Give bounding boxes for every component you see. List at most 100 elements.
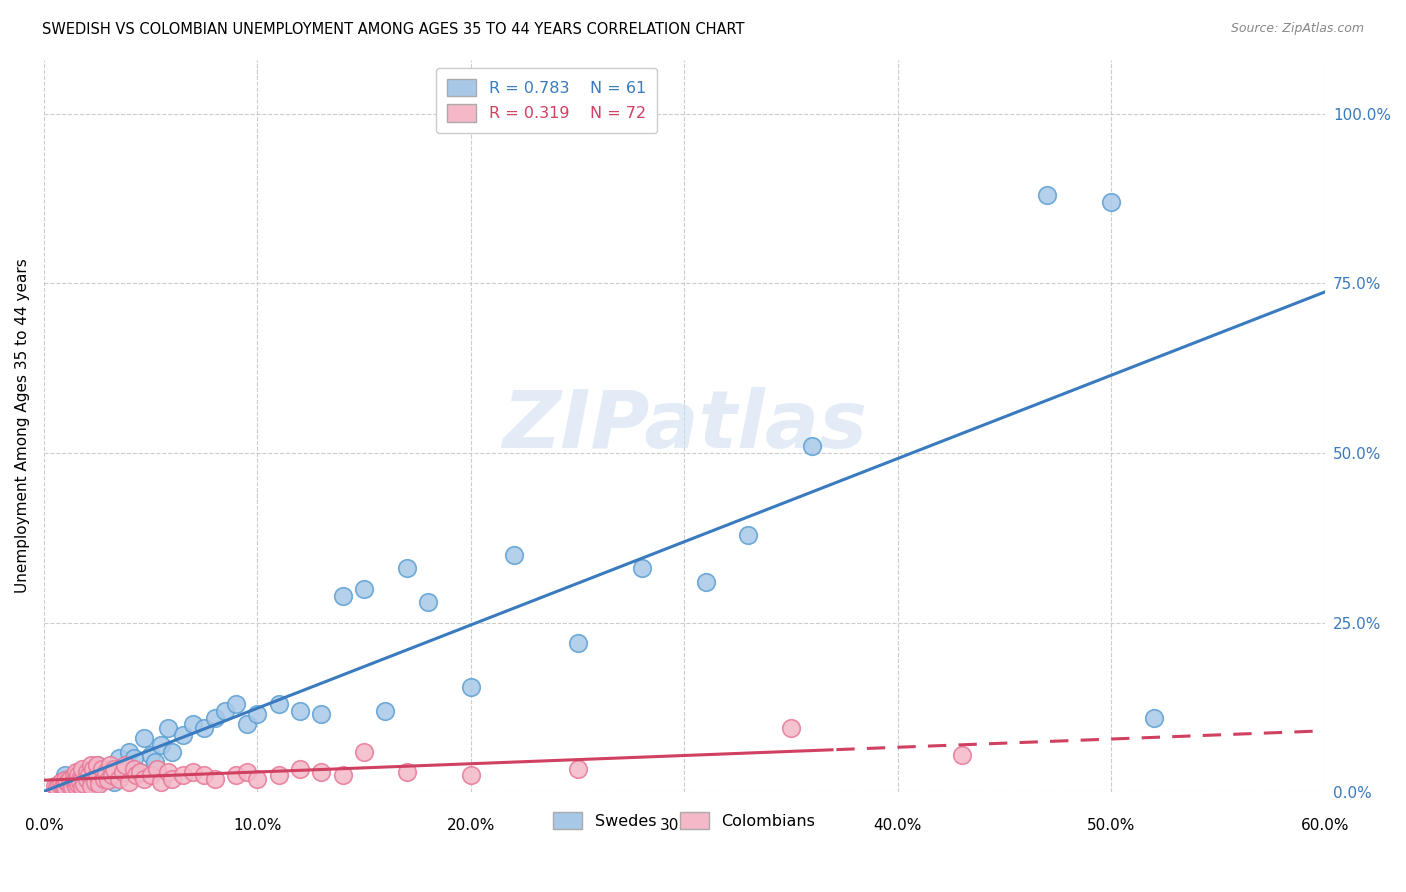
Point bbox=[160, 745, 183, 759]
Point bbox=[82, 764, 104, 779]
Point bbox=[374, 704, 396, 718]
Point bbox=[214, 704, 236, 718]
Text: 10.0%: 10.0% bbox=[233, 818, 281, 833]
Point bbox=[62, 768, 84, 782]
Point bbox=[73, 777, 96, 791]
Point bbox=[172, 728, 194, 742]
Point bbox=[53, 775, 76, 789]
Point bbox=[156, 764, 179, 779]
Point bbox=[395, 561, 418, 575]
Point bbox=[62, 775, 84, 789]
Point bbox=[950, 747, 973, 762]
Text: 50.0%: 50.0% bbox=[1087, 818, 1136, 833]
Point bbox=[1036, 188, 1059, 202]
Point bbox=[93, 772, 115, 786]
Point bbox=[332, 768, 354, 782]
Point bbox=[58, 772, 80, 786]
Point bbox=[567, 762, 589, 776]
Point bbox=[118, 745, 141, 759]
Point bbox=[780, 721, 803, 735]
Point bbox=[65, 764, 87, 779]
Point bbox=[56, 775, 79, 789]
Point bbox=[630, 561, 652, 575]
Point bbox=[129, 764, 152, 779]
Point bbox=[94, 764, 117, 779]
Point bbox=[150, 738, 173, 752]
Point bbox=[67, 768, 90, 782]
Point bbox=[124, 768, 146, 782]
Point bbox=[80, 779, 103, 793]
Point bbox=[225, 697, 247, 711]
Point bbox=[103, 775, 125, 789]
Point bbox=[225, 768, 247, 782]
Point bbox=[460, 680, 482, 694]
Text: SWEDISH VS COLOMBIAN UNEMPLOYMENT AMONG AGES 35 TO 44 YEARS CORRELATION CHART: SWEDISH VS COLOMBIAN UNEMPLOYMENT AMONG … bbox=[42, 22, 745, 37]
Point bbox=[288, 704, 311, 718]
Point bbox=[98, 758, 121, 772]
Text: ZIPatlas: ZIPatlas bbox=[502, 387, 866, 465]
Point bbox=[134, 772, 156, 786]
Point bbox=[107, 751, 129, 765]
Point bbox=[45, 780, 67, 794]
Point bbox=[311, 707, 333, 722]
Point bbox=[76, 772, 98, 786]
Point bbox=[53, 777, 76, 791]
Point bbox=[193, 768, 215, 782]
Point bbox=[204, 772, 226, 786]
Point bbox=[60, 777, 83, 791]
Point bbox=[181, 717, 204, 731]
Point bbox=[93, 772, 115, 786]
Point bbox=[65, 773, 87, 788]
Point bbox=[53, 768, 76, 782]
Point bbox=[150, 775, 173, 789]
Text: 60.0%: 60.0% bbox=[1301, 818, 1348, 833]
Point bbox=[235, 717, 257, 731]
Point bbox=[353, 745, 375, 759]
Point bbox=[77, 775, 100, 789]
Point bbox=[143, 755, 166, 769]
Point bbox=[80, 779, 103, 793]
Point bbox=[204, 711, 226, 725]
Text: 30.0%: 30.0% bbox=[659, 818, 709, 833]
Point bbox=[65, 779, 87, 793]
Point bbox=[1143, 711, 1166, 725]
Point bbox=[58, 773, 80, 788]
Point bbox=[267, 697, 290, 711]
Point bbox=[311, 764, 333, 779]
Point bbox=[90, 762, 112, 776]
Point bbox=[76, 772, 98, 786]
Point bbox=[67, 777, 90, 791]
Point bbox=[129, 764, 152, 779]
Point bbox=[134, 731, 156, 745]
Point bbox=[114, 762, 136, 776]
Point bbox=[86, 758, 108, 772]
Point bbox=[181, 764, 204, 779]
Point bbox=[82, 762, 104, 776]
Point bbox=[460, 768, 482, 782]
Point bbox=[65, 771, 87, 785]
Point bbox=[567, 636, 589, 650]
Point bbox=[139, 768, 162, 782]
Point bbox=[53, 773, 76, 788]
Point bbox=[58, 779, 80, 793]
Point bbox=[72, 780, 94, 794]
Point bbox=[86, 758, 108, 772]
Point bbox=[72, 762, 94, 776]
Point bbox=[146, 762, 169, 776]
Point bbox=[77, 768, 100, 782]
Point bbox=[53, 772, 76, 786]
Point bbox=[60, 779, 83, 793]
Y-axis label: Unemployment Among Ages 35 to 44 years: Unemployment Among Ages 35 to 44 years bbox=[15, 259, 30, 593]
Point bbox=[103, 762, 125, 776]
Point bbox=[246, 707, 269, 722]
Point bbox=[53, 780, 76, 794]
Point bbox=[114, 758, 136, 772]
Point bbox=[235, 764, 257, 779]
Point bbox=[84, 775, 107, 789]
Point bbox=[65, 780, 87, 794]
Text: Source: ZipAtlas.com: Source: ZipAtlas.com bbox=[1230, 22, 1364, 36]
Point bbox=[98, 768, 121, 782]
Point bbox=[139, 747, 162, 762]
Point bbox=[246, 772, 269, 786]
Text: 40.0%: 40.0% bbox=[873, 818, 922, 833]
